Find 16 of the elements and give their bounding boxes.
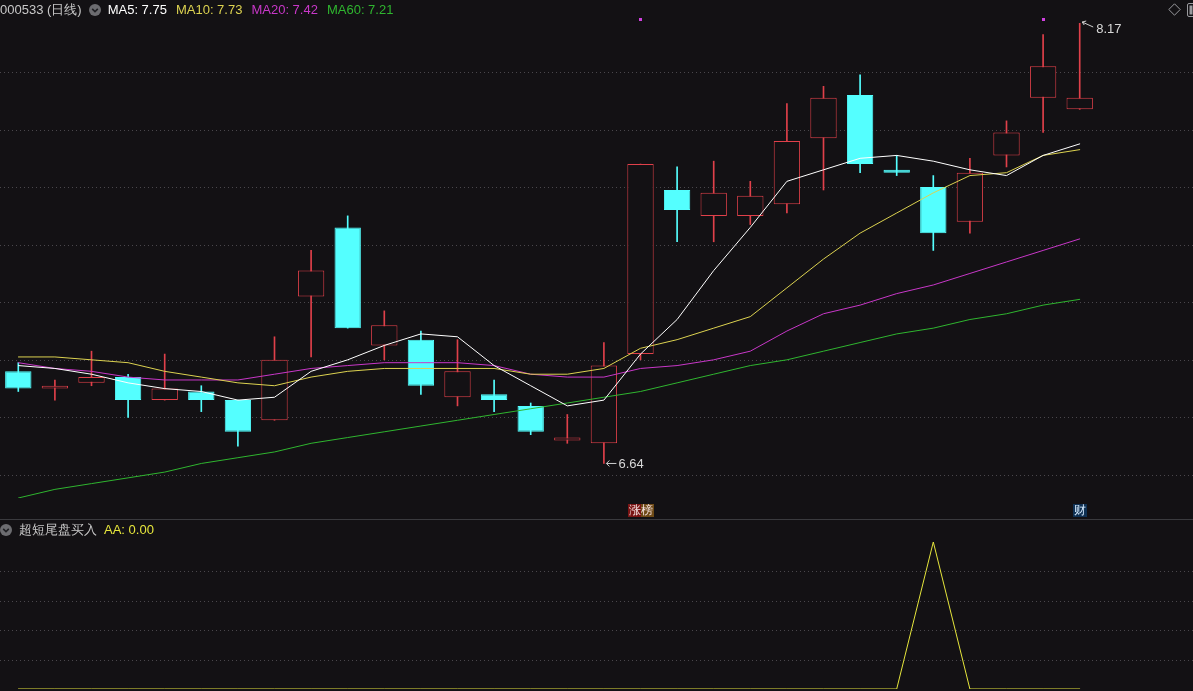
annotation: 6.64 [618, 456, 644, 472]
text: MA10: 7.73 [175, 2, 243, 17]
text: MA5: 7.75 [107, 2, 167, 17]
annotation: 8.17 [1096, 20, 1122, 36]
candlestick [883, 155, 910, 176]
chart-title: 超短尾盘买入 [19, 522, 97, 537]
text: MA60: 7.21 [326, 2, 394, 17]
text: MA20: 7.42 [251, 2, 318, 17]
candlestick [480, 379, 508, 412]
candlestick [41, 379, 69, 401]
candlestick [297, 250, 325, 358]
candlestick [1066, 23, 1093, 110]
text: AA: 0.00 [104, 522, 154, 537]
chart-title: 000533 (日线) [0, 2, 82, 17]
text: 涨榜 [628, 503, 654, 517]
text: 财 [1073, 503, 1087, 517]
